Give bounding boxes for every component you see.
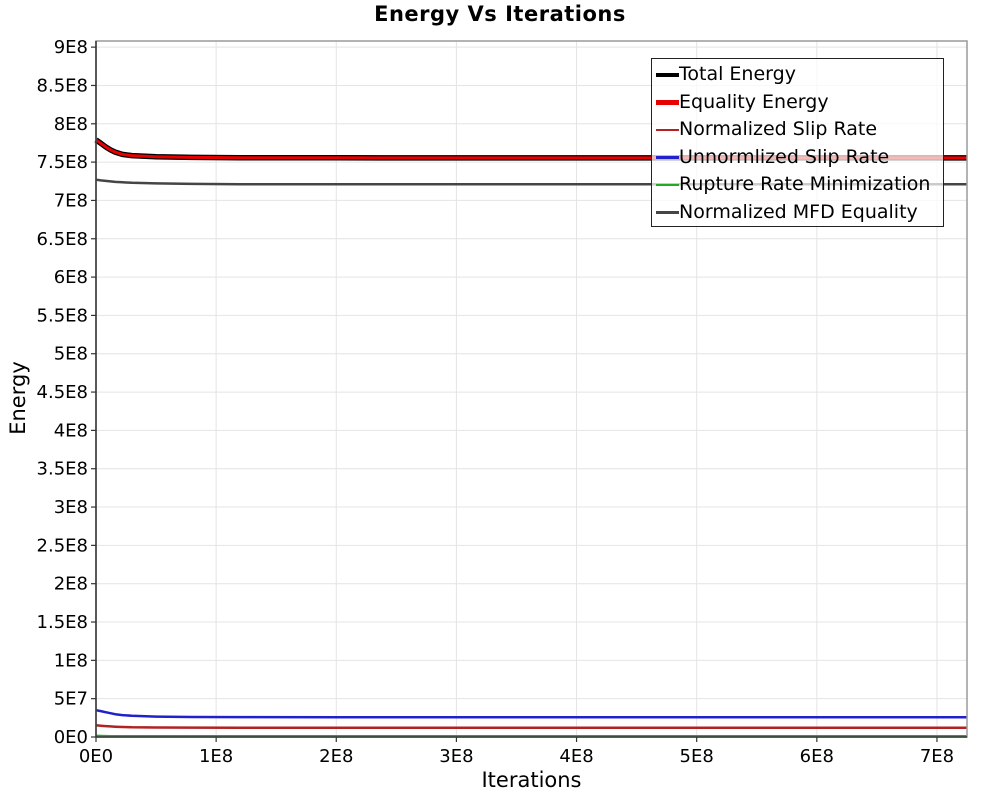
legend-label: Rupture Rate Minimization [679, 173, 931, 196]
y-tick-label: 6E8 [54, 267, 88, 288]
legend-swatch-line [656, 100, 679, 105]
legend-item: Normalized MFD Equality [652, 199, 943, 227]
legend-label: Normalized Slip Rate [679, 118, 878, 141]
chart-title: Energy Vs Iterations [374, 2, 626, 26]
y-tick-label: 5E8 [54, 344, 88, 365]
y-tick-label: 8E8 [54, 114, 88, 135]
x-tick-label: 3E8 [439, 746, 473, 767]
y-tick-label: 4.5E8 [37, 382, 88, 403]
legend-item: Unnormlized Slip Rate [652, 144, 943, 172]
y-tick-label: 3.5E8 [37, 459, 88, 480]
legend-item: Normalized Slip Rate [652, 116, 943, 144]
legend-swatch-line [656, 128, 679, 131]
y-tick-label: 7.5E8 [37, 152, 88, 173]
x-tick-label: 6E8 [800, 746, 834, 767]
y-tick-label: 7E8 [54, 190, 88, 211]
y-tick-label: 6.5E8 [37, 229, 88, 250]
x-tick-label: 0E0 [79, 746, 113, 767]
legend-label: Equality Energy [679, 90, 829, 113]
y-axis-title: Energy [6, 361, 30, 435]
legend-item: Rupture Rate Minimization [652, 171, 943, 199]
series-line-unnormlized-slip-rate [95, 708, 967, 719]
y-tick-label: 9E8 [54, 37, 88, 58]
legend-label: Total Energy [679, 63, 796, 86]
y-tick-label: 3E8 [54, 497, 88, 518]
y-tick-label: 8.5E8 [37, 75, 88, 96]
legend-swatch-line [656, 72, 679, 77]
x-tick-label: 4E8 [559, 746, 593, 767]
y-tick-label: 5E7 [54, 689, 88, 710]
y-tick-label: 5.5E8 [37, 305, 88, 326]
x-tick-label: 1E8 [199, 746, 233, 767]
y-tick-label: 2E8 [54, 574, 88, 595]
x-tick-label: 5E8 [680, 746, 714, 767]
legend-item: Total Energy [652, 61, 943, 89]
legend-label: Unnormlized Slip Rate [679, 145, 890, 168]
legend-item: Equality Energy [652, 89, 943, 117]
y-tick-label: 2.5E8 [37, 535, 88, 556]
y-tick-label: 4E8 [54, 420, 88, 441]
x-tick-label: 2E8 [319, 746, 353, 767]
legend-label: Normalized MFD Equality [679, 200, 918, 223]
x-axis-title: Iterations [481, 768, 582, 792]
y-tick-label: 1E8 [54, 650, 88, 671]
legend-swatch-line [656, 211, 679, 214]
legend: Total Energy Equality Energy Normalized Sl… [651, 58, 944, 227]
x-tick-label: 7E8 [920, 746, 954, 767]
y-tick-label: 0E0 [54, 727, 88, 748]
y-tick-label: 1.5E8 [37, 612, 88, 633]
legend-swatch-line [656, 156, 679, 159]
series-line-normalized-slip-rate [95, 724, 967, 730]
legend-swatch-line [656, 183, 679, 186]
